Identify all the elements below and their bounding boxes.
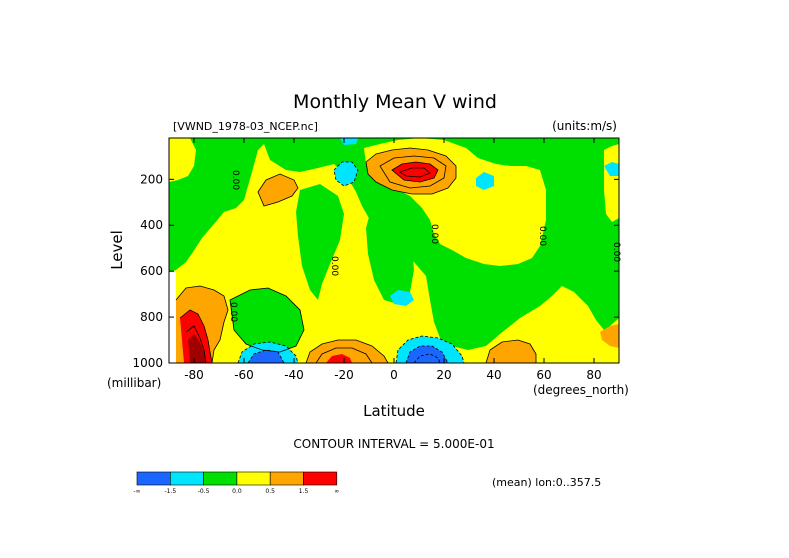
contour-interval-text: CONTOUR INTERVAL = 5.000E-01 (293, 437, 494, 451)
legend-bin (236, 471, 271, 486)
legend-tick-label: 0.5 (265, 488, 275, 495)
contour-labels: 0.00 0.00 0.00 0.00 0.00 0.00 (228, 170, 621, 322)
y-tick-label: 200 (140, 172, 163, 186)
color-legend: -∞ -1.5 -0.5 0.0 0.5 1.5 ∞ (133, 471, 339, 495)
x-axis: -80 -60 -40 -20 0 20 40 60 80 (184, 138, 602, 382)
x-axis-unit: (degrees_north) (533, 383, 629, 397)
file-label: [VWND_1978-03_NCEP.nc] (173, 120, 318, 133)
plot-area: 0.00 0.00 0.00 0.00 0.00 0.00 (168, 137, 621, 364)
field-orange-subtropic-south (306, 340, 388, 363)
legend-bin (170, 471, 204, 486)
contour-label: 0.00 (429, 224, 439, 244)
x-tick-label: 20 (436, 368, 451, 382)
field-green-pocket-south (296, 184, 344, 300)
x-tick-label: -60 (234, 368, 254, 382)
field-blue-midlat-sfc (248, 350, 284, 363)
field-red-subtropic (326, 354, 352, 363)
field-darkred-polar (188, 334, 206, 363)
y-tick-label: 400 (140, 218, 163, 232)
contour-label: 0.00 (537, 226, 547, 246)
x-tick-label: 40 (486, 368, 501, 382)
contour-label: 0.00 (329, 256, 339, 276)
legend-bin (136, 471, 171, 486)
contour-label: 0.00 (230, 170, 240, 190)
legend-tick-label: -∞ (133, 488, 140, 495)
field-cyan-ne (604, 162, 619, 176)
y-axis-unit: (millibar) (107, 376, 161, 390)
legend-tick-label: -1.5 (164, 488, 176, 495)
field-orange-north-pole (600, 324, 619, 348)
field-green-lower-left (230, 288, 304, 352)
units-label: (units:m/s) (552, 119, 617, 133)
x-tick-label: -20 (334, 368, 354, 382)
field-red-jet (392, 162, 438, 182)
field-yellow-left-top (169, 138, 196, 182)
legend-bin (303, 471, 338, 486)
y-tick-label: 800 (140, 310, 163, 324)
legend-bin (269, 471, 304, 486)
field-cyan-upper-1 (334, 162, 358, 186)
field-yellow-right-edge (604, 144, 619, 222)
legend-tick-label: 1.5 (299, 488, 309, 495)
x-tick-label: 80 (586, 368, 601, 382)
field-orange-midlat-north (486, 340, 536, 363)
legend-tick-label: -0.5 (198, 488, 210, 495)
x-axis-label: Latitude (363, 402, 425, 420)
y-tick-label: 1000 (132, 356, 163, 370)
field-green-pocket-east (552, 186, 604, 264)
contour-label: 0.00 (228, 302, 238, 322)
contour-label: 0.00 (611, 242, 621, 262)
legend-tick-label: ∞ (334, 488, 339, 495)
legend-bin (203, 471, 238, 486)
y-axis-label: Level (108, 230, 126, 270)
y-axis: 200 400 600 800 1000 (132, 172, 619, 370)
field-green-pocket-mid (366, 206, 414, 304)
x-tick-label: -80 (184, 368, 204, 382)
field-cyan-upper-2 (476, 172, 494, 190)
contour-lines-solid (175, 147, 537, 363)
mean-text: (mean) lon:0..357.5 (492, 476, 601, 489)
x-tick-label: -40 (284, 368, 304, 382)
x-tick-label: 60 (536, 368, 551, 382)
x-tick-label: 0 (390, 368, 398, 382)
field-orange-upper-south (258, 174, 298, 206)
legend-tick-label: 0.0 (232, 488, 242, 495)
y-tick-label: 600 (140, 264, 163, 278)
chart-title: Monthly Mean V wind (293, 91, 497, 113)
field-cyan-mid (390, 290, 414, 306)
contour-lines-dashed (237, 161, 465, 363)
